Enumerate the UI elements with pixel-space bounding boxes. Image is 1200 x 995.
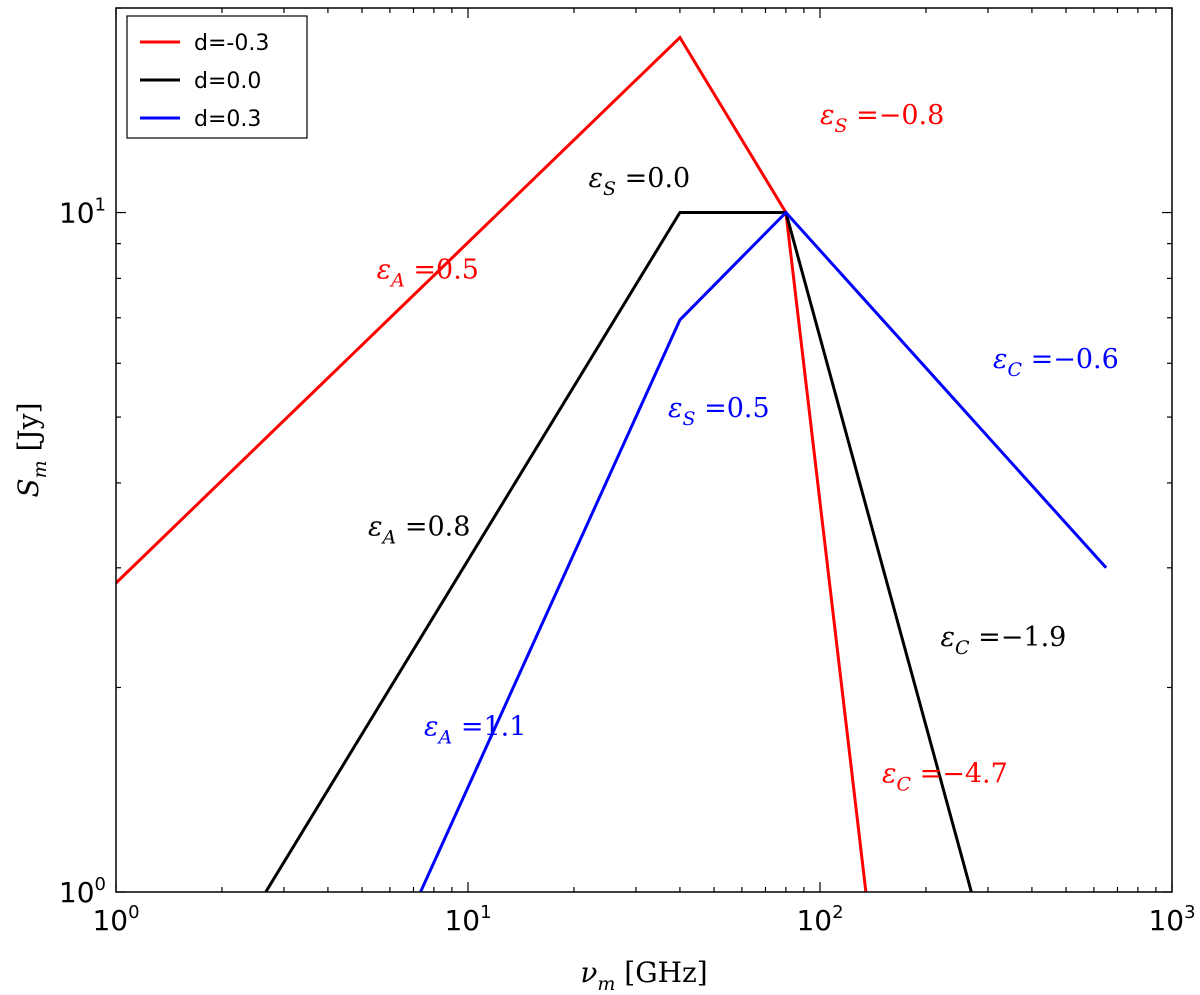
annotation-label: εA =0.8 — [368, 511, 470, 548]
annotation-label: εA =1.1 — [424, 711, 526, 748]
annotation-label: εC =−1.9 — [941, 622, 1067, 659]
legend: d=-0.3 d=0.0 d=0.3 — [126, 15, 308, 139]
y-axis-label: Sm [Jy] — [12, 402, 51, 497]
annotation-label: εS =0.0 — [589, 163, 691, 200]
annotation-layer: εA =0.5 εS =−0.8 εC =−4.7 εS =0.0 εA =0.8 εC … — [368, 100, 1119, 795]
annotation-label: εC =−0.6 — [993, 344, 1119, 381]
series-line-0 — [116, 35, 868, 892]
annotation-label: εS =−0.8 — [820, 100, 944, 137]
series-line-2 — [418, 210, 1108, 892]
x-tick-label: 100 — [92, 902, 139, 937]
plot-area — [116, 8, 1172, 892]
annotation-label: εA =0.5 — [377, 254, 479, 291]
legend-label: d=0.0 — [194, 69, 261, 94]
legend-label: d=0.3 — [194, 107, 261, 132]
tick-layer: 100 101 102 103 100 101 — [59, 7, 1196, 937]
series-line-1 — [264, 211, 973, 892]
series-layer — [116, 35, 1108, 892]
annotation-label: εS =0.5 — [668, 393, 770, 430]
annotation-label: εC =−4.7 — [882, 758, 1008, 795]
x-axis-label: νm [GHz] — [580, 956, 707, 995]
axis-labels: νm [GHz] Sm [Jy] — [12, 402, 708, 995]
y-tick-label: 101 — [59, 195, 106, 230]
x-tick-label: 103 — [1148, 902, 1195, 937]
x-tick-label: 101 — [444, 902, 491, 937]
x-tick-label: 102 — [796, 902, 843, 937]
legend-label: d=-0.3 — [194, 31, 269, 56]
plot-frame — [115, 7, 1173, 893]
y-tick-label: 100 — [59, 874, 106, 909]
